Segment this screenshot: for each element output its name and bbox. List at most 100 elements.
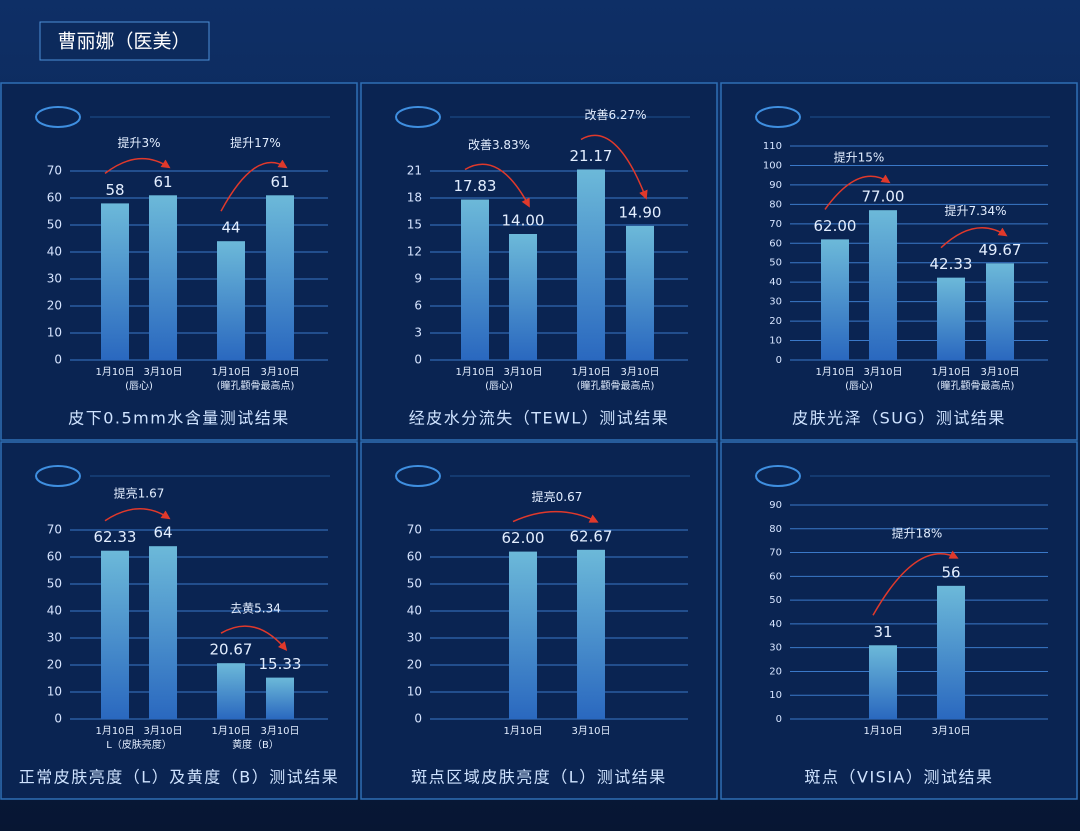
y-tick-label: 30 [769,297,782,308]
y-tick-label: 50 [769,595,782,606]
x-tick-label: 1月10日 [815,366,854,378]
logo [395,106,441,128]
y-tick-label: 60 [407,550,422,564]
bar [461,199,489,360]
annotation-arrow [580,134,648,200]
x-tick-label: 3月10日 [143,725,182,737]
y-tick-label: 50 [47,218,62,232]
y-tick-label: 18 [407,191,422,205]
group-label: L（皮肤亮度） [106,738,172,751]
value-label: 17.83 [454,177,497,195]
value-label: 61 [270,173,289,191]
chart-title: 经皮水分流失（TEWL）测试结果 [409,409,670,428]
value-label: 62.33 [94,528,137,546]
y-tick-label: 0 [54,712,62,726]
annotation: 提升3% [117,135,160,150]
logo [755,106,801,128]
value-label: 62.00 [502,529,545,547]
annotation-arrow [104,157,171,174]
value-label: 42.33 [930,255,973,273]
value-label: 44 [221,219,240,237]
y-tick-label: 0 [414,353,422,367]
bar [937,585,965,719]
bar [626,225,654,360]
y-tick-label: 10 [47,685,62,699]
chart-title: 斑点（VISIA）测试结果 [805,768,994,787]
value-label: 62.00 [814,217,857,235]
y-tick-label: 3 [414,326,422,340]
bar [509,234,537,360]
annotation: 去黄5.34 [230,602,281,616]
y-tick-label: 0 [54,353,62,367]
annotation-arrow [220,625,288,651]
x-tick-label: 1月10日 [455,366,494,378]
y-tick-label: 70 [407,523,422,537]
value-label: 56 [941,563,960,581]
x-tick-label: 3月10日 [260,366,299,378]
y-tick-label: 9 [414,272,422,286]
value-label: 15.33 [259,655,302,673]
x-tick-label: 1月10日 [931,366,970,378]
y-tick-label: 60 [47,550,62,564]
chart-title: 皮下0.5mm水含量测试结果 [68,409,290,428]
y-tick-label: 40 [769,619,782,630]
panel [360,82,718,441]
group-label: (瞳孔颧骨最高点) [937,379,1015,392]
annotation: 提亮1.67 [114,486,165,501]
bar [937,277,965,360]
group-label: (唇心) [845,380,873,392]
annotation-arrow [512,510,599,523]
x-tick-label: 1月10日 [503,725,542,737]
chart-title: 斑点区域皮肤亮度（L）测试结果 [411,768,666,787]
y-tick-label: 50 [47,577,62,591]
value-label: 20.67 [210,641,253,659]
y-tick-label: 70 [769,548,782,559]
group-label: (唇心) [125,380,153,392]
y-tick-label: 90 [769,500,782,511]
panel [0,82,358,441]
x-tick-label: 3月10日 [620,366,659,378]
y-tick-label: 110 [763,141,782,152]
annotation: 改善6.27% [584,107,646,122]
x-tick-label: 1月10日 [571,366,610,378]
bar [509,551,537,719]
x-tick-label: 3月10日 [260,725,299,737]
y-tick-label: 70 [47,523,62,537]
y-tick-label: 50 [769,258,782,269]
annotation: 提升7.34% [944,203,1006,218]
x-tick-label: 1月10日 [95,725,134,737]
annotation: 提升17% [230,135,281,150]
annotation-arrow [824,174,891,210]
bar [869,645,897,719]
group-label: (瞳孔颧骨最高点) [217,379,295,392]
annotation-arrow [940,227,1008,249]
bar [577,549,605,719]
y-tick-label: 10 [407,685,422,699]
annotation: 提升18% [892,525,943,540]
value-label: 49.67 [979,241,1022,259]
y-tick-label: 80 [769,524,782,535]
group-label: (瞳孔颧骨最高点) [577,379,655,392]
bar [266,677,294,719]
value-label: 62.67 [570,527,613,545]
group-label: 黄度（B） [232,738,279,751]
y-tick-label: 90 [769,180,782,191]
annotation-arrow [104,508,171,522]
annotation: 提升15% [834,150,885,165]
panel [720,441,1078,800]
x-tick-label: 3月10日 [931,725,970,737]
bar [217,663,245,719]
bar [101,550,129,719]
y-tick-label: 21 [407,164,422,178]
y-tick-label: 20 [407,658,422,672]
value-label: 58 [105,181,124,199]
panel [360,441,718,800]
value-label: 14.90 [619,203,662,221]
y-tick-label: 80 [769,199,782,210]
group-label: (唇心) [485,380,513,392]
y-tick-label: 70 [769,219,782,230]
y-tick-label: 40 [47,604,62,618]
y-tick-label: 60 [769,238,782,249]
value-label: 61 [153,173,172,191]
y-tick-label: 20 [47,658,62,672]
